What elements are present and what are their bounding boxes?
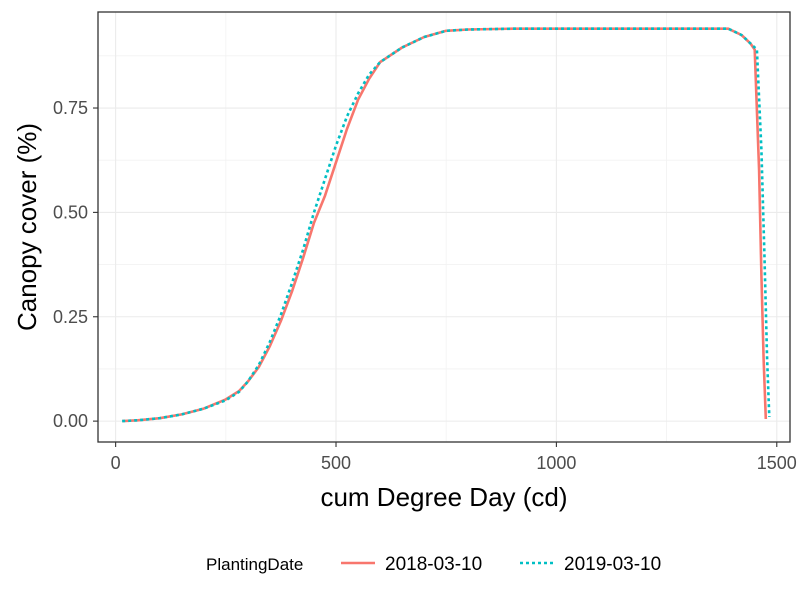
legend: PlantingDate 2018-03-10 2019-03-10 xyxy=(206,554,661,575)
series-line-2018-03-10 xyxy=(122,27,768,423)
x-tick-label: 0 xyxy=(111,453,121,473)
legend-label-2018: 2018-03-10 xyxy=(385,554,482,575)
ticks-layer: 0 500 1000 1500 0.00 0.25 0.50 0.75 xyxy=(53,98,797,473)
grid-layer xyxy=(98,12,790,442)
y-tick-label: 0.75 xyxy=(53,98,88,118)
y-tick-label: 0.25 xyxy=(53,307,88,327)
x-tick-label: 1500 xyxy=(757,453,797,473)
series-line-2019-03-10 xyxy=(122,27,771,423)
x-tick-label: 500 xyxy=(321,453,351,473)
y-tick-label: 0.50 xyxy=(53,202,88,222)
series-layer xyxy=(122,27,771,423)
legend-label-2019: 2019-03-10 xyxy=(564,554,661,575)
legend-title: PlantingDate xyxy=(206,555,303,574)
x-tick-label: 1000 xyxy=(536,453,576,473)
panel-border xyxy=(97,11,791,443)
y-tick-label: 0.00 xyxy=(53,411,88,431)
x-axis-title: cum Degree Day (cd) xyxy=(320,482,567,512)
y-axis-title: Canopy cover (%) xyxy=(12,123,42,331)
